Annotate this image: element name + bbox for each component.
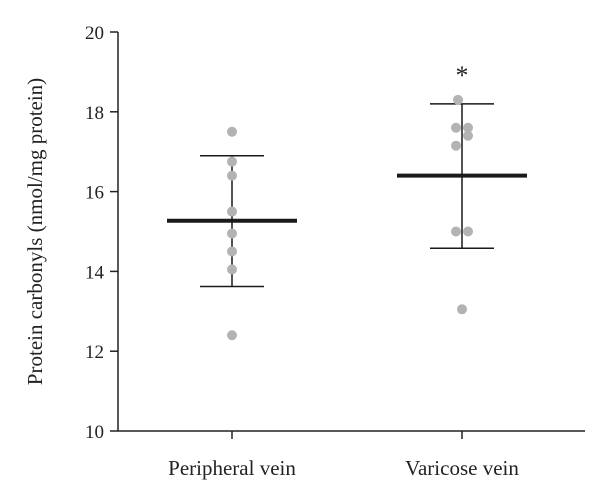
data-point [227, 330, 237, 341]
group-varicose-vein: * [397, 61, 527, 315]
data-point [227, 206, 237, 217]
data-point [457, 304, 467, 315]
group-peripheral-vein [167, 126, 297, 341]
data-point [453, 94, 463, 105]
y-tick-label: 10 [85, 422, 104, 443]
y-ticks: 10 12 14 16 18 20 [85, 23, 118, 443]
x-labels: Peripheral vein Varicose vein [168, 431, 519, 480]
data-point [227, 228, 237, 239]
data-point [463, 130, 473, 141]
significance-marker: * [456, 61, 469, 90]
data-point [451, 140, 461, 151]
data-point [463, 226, 473, 237]
y-tick-label: 16 [85, 183, 104, 204]
data-point [227, 264, 237, 275]
y-tick-label: 14 [85, 262, 105, 283]
y-tick-label: 18 [85, 103, 104, 124]
data-point [227, 170, 237, 181]
data-point [227, 156, 237, 167]
data-point [451, 122, 461, 133]
groups: * [167, 61, 527, 341]
x-category-label: Varicose vein [405, 456, 519, 480]
y-tick-label: 20 [85, 23, 104, 44]
data-point [227, 126, 237, 137]
data-point [227, 246, 237, 257]
axes [117, 32, 585, 432]
data-point [451, 226, 461, 237]
data-point [463, 122, 473, 133]
y-tick-label: 12 [85, 342, 104, 363]
y-axis-label: Protein carbonyls (nmol/mg protein) [23, 78, 47, 385]
x-category-label: Peripheral vein [168, 456, 296, 480]
